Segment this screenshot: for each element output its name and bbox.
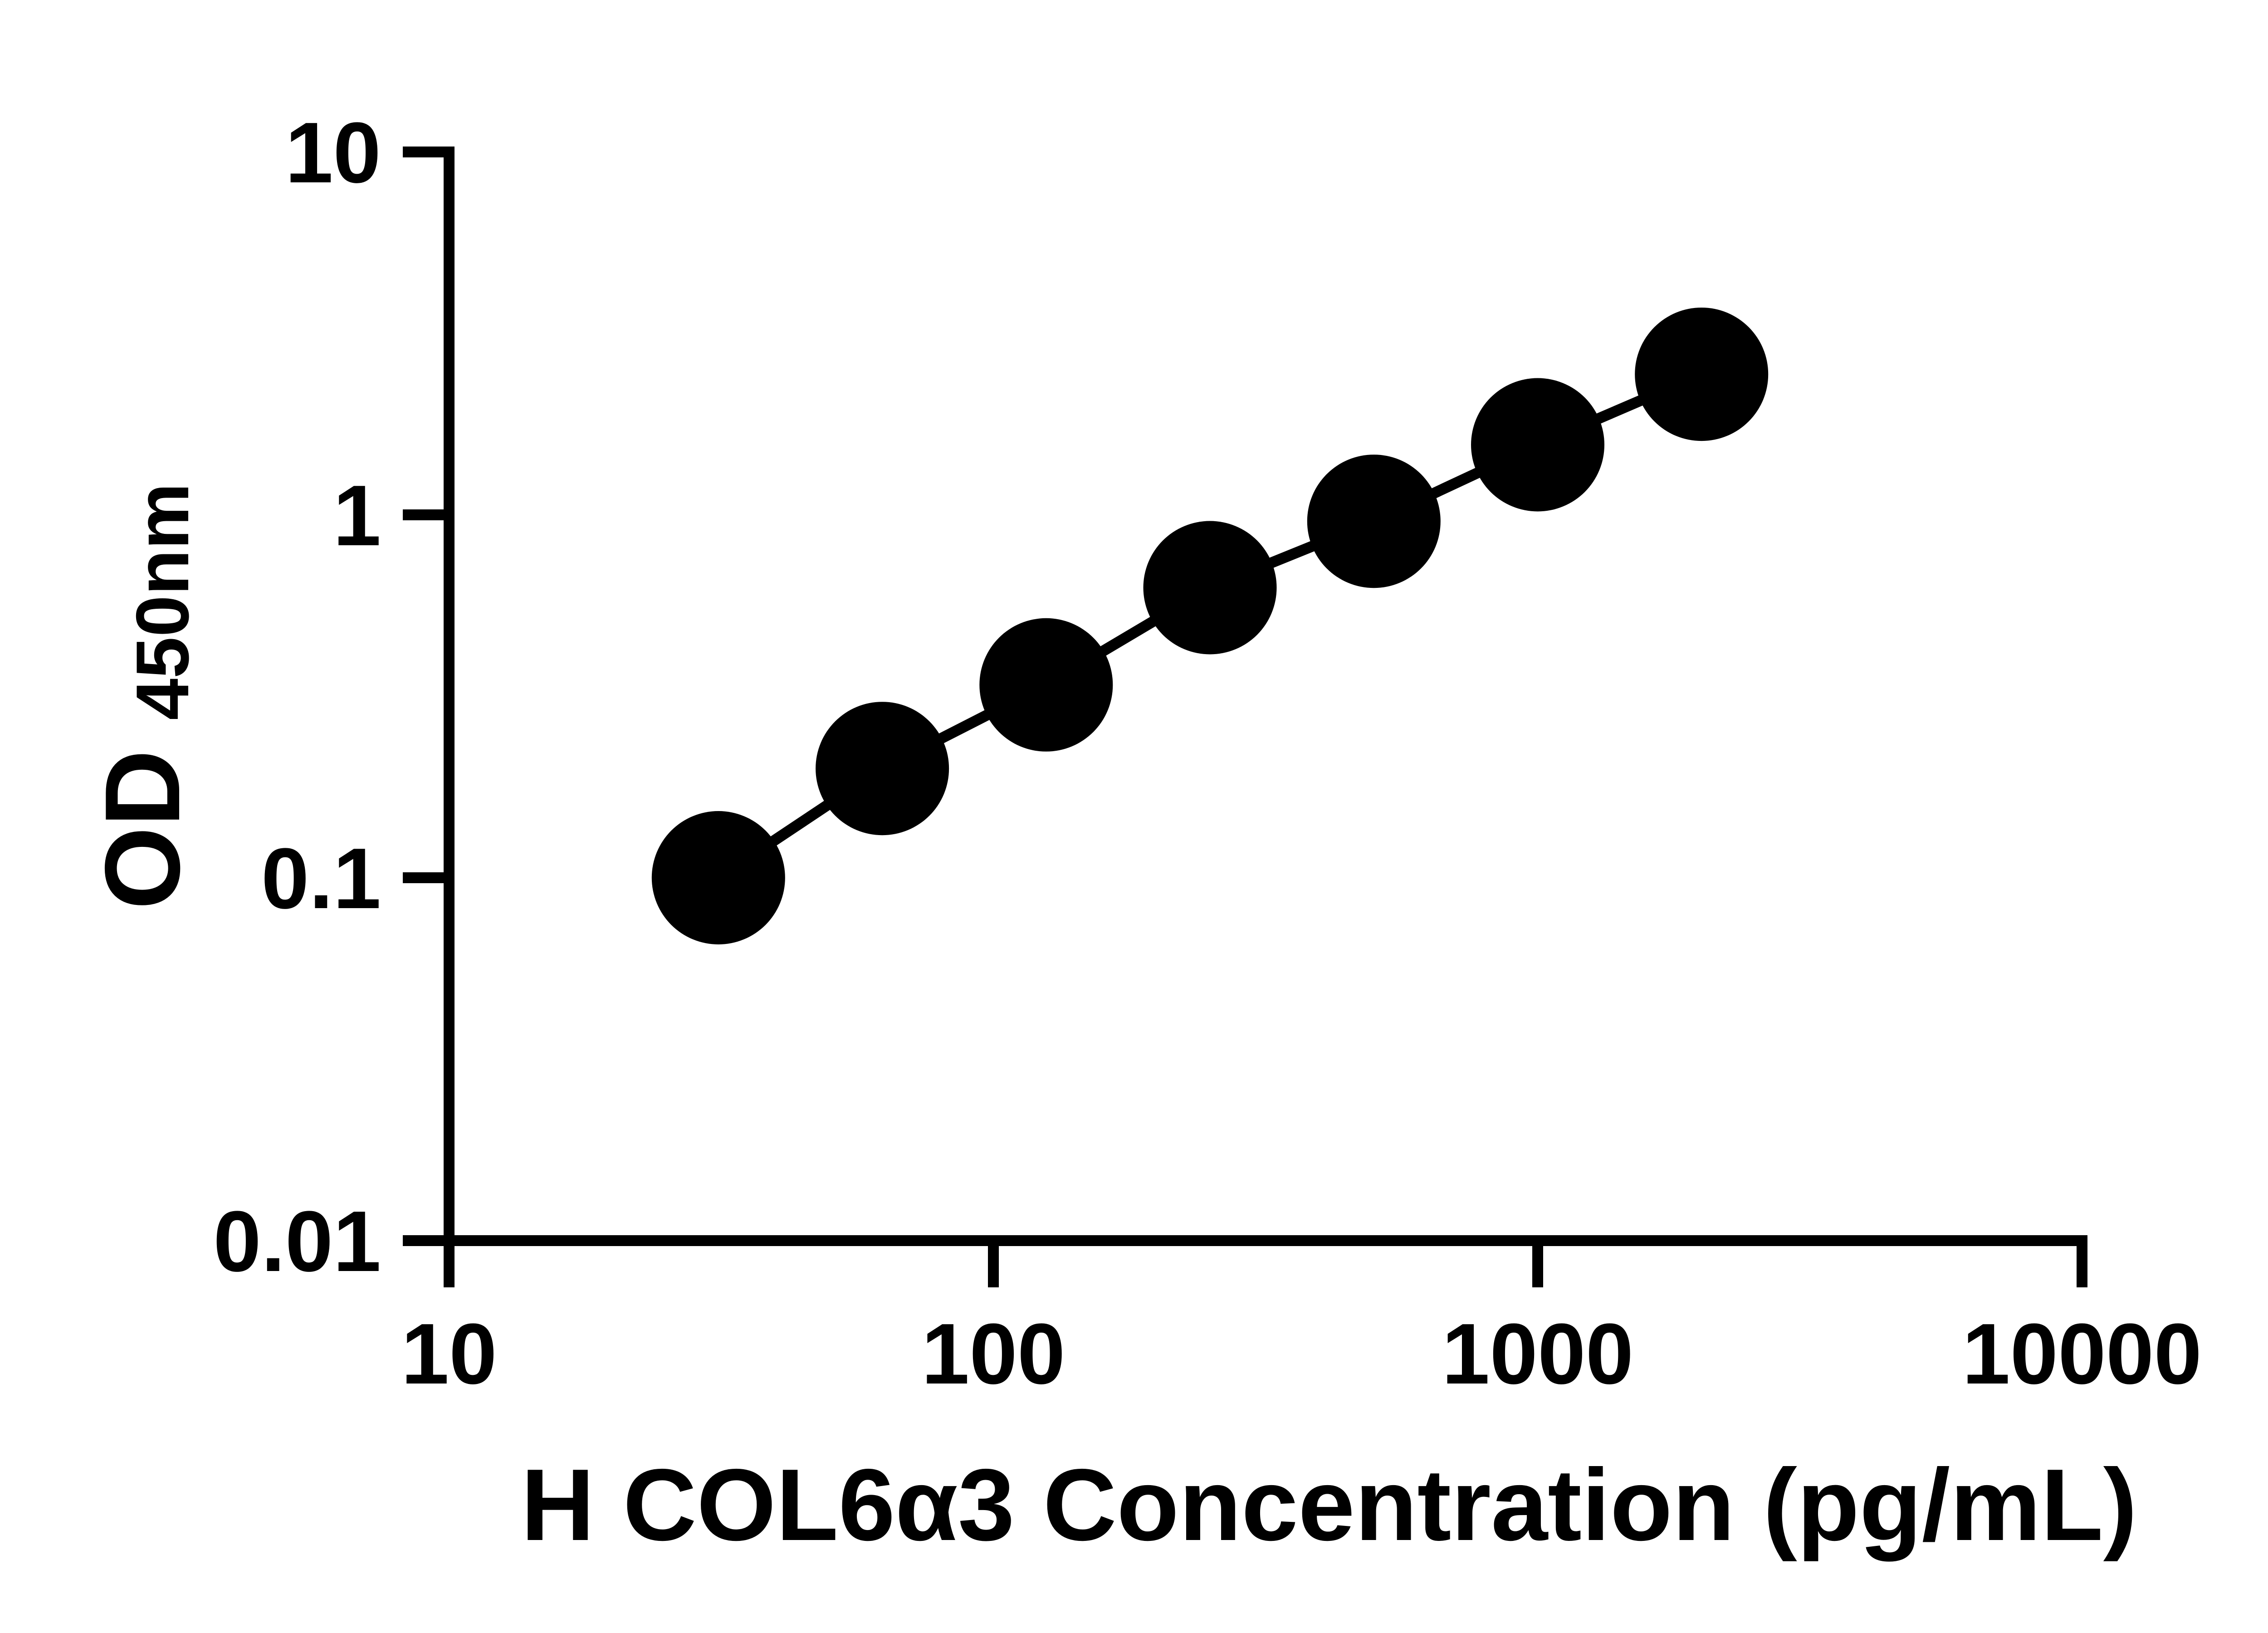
data-point <box>1307 455 1441 588</box>
chart-canvas: 10 1 0.1 0.01 10 100 1000 10000 H COL6α3 Conce… <box>0 0 2268 1633</box>
data-point <box>1144 521 1277 655</box>
data-point <box>1635 308 1768 441</box>
y-tick-label: 0.01 <box>213 1193 381 1290</box>
y-tick-label: 1 <box>333 468 381 564</box>
y-axis-tick-labels: 10 1 0.1 0.01 <box>213 105 381 1290</box>
data-point <box>979 618 1113 752</box>
x-axis-tick-labels: 10 100 1000 10000 <box>401 1306 2202 1402</box>
y-axis-ticks <box>403 152 449 1241</box>
y-axis-title-main: OD <box>83 750 202 910</box>
x-axis-ticks <box>449 1241 2082 1287</box>
standard-curve-points <box>652 308 1768 944</box>
x-axis-title: H COL6α3 Concentration (pg/mL) <box>521 1447 2137 1562</box>
data-point <box>816 702 949 835</box>
x-tick-label: 1000 <box>1442 1306 1634 1402</box>
data-point <box>1471 378 1604 512</box>
x-tick-label: 100 <box>921 1306 1065 1402</box>
y-tick-label: 10 <box>285 105 381 201</box>
data-point <box>652 811 785 944</box>
y-axis-title: OD 450nm <box>83 483 204 910</box>
elisa-standard-curve-figure: 10 1 0.1 0.01 10 100 1000 10000 H COL6α3 Conce… <box>0 0 2268 1633</box>
x-tick-label: 10000 <box>1962 1306 2202 1402</box>
y-axis-title-subscript: 450nm <box>121 483 204 720</box>
x-tick-label: 10 <box>401 1306 497 1402</box>
y-tick-label: 0.1 <box>261 831 381 927</box>
